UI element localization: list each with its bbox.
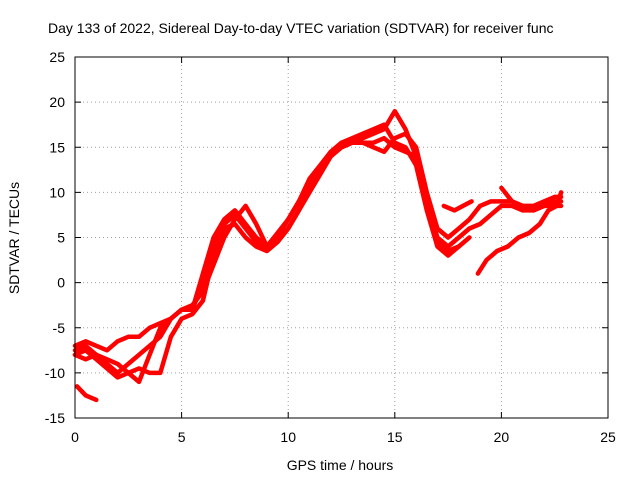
y-tick-label: 5 (57, 230, 65, 246)
y-tick-label: -5 (53, 320, 66, 336)
y-tick-label: 15 (49, 139, 65, 155)
y-axis-title: SDTVAR / TECUs (6, 182, 22, 294)
y-tick-label: 10 (49, 184, 65, 200)
x-tick-label: 5 (178, 429, 186, 445)
series-line-5 (74, 384, 99, 403)
y-tick-label: 0 (57, 275, 65, 291)
x-tick-label: 20 (494, 429, 510, 445)
series-line-6 (441, 199, 474, 213)
x-tick-label: 25 (600, 429, 616, 445)
series-layer (72, 108, 564, 403)
x-tick-label: 10 (280, 429, 296, 445)
y-tick-label: -15 (45, 410, 65, 426)
series-line-2 (72, 131, 564, 376)
y-tick-label: -10 (45, 365, 65, 381)
y-tick-label: 25 (49, 49, 65, 65)
x-tick-label: 0 (71, 429, 79, 445)
chart-title: Day 133 of 2022, Sidereal Day-to-day VTE… (48, 20, 554, 36)
ticks: 0 5 10 15 20 25 -15 -10 -5 0 5 10 15 20 25 (45, 49, 616, 445)
x-axis-title: GPS time / hours (287, 457, 394, 473)
series-line-4 (72, 135, 462, 380)
x-tick-label: 15 (387, 429, 403, 445)
series-line-8 (499, 185, 564, 213)
y-tick-label: 20 (49, 94, 65, 110)
